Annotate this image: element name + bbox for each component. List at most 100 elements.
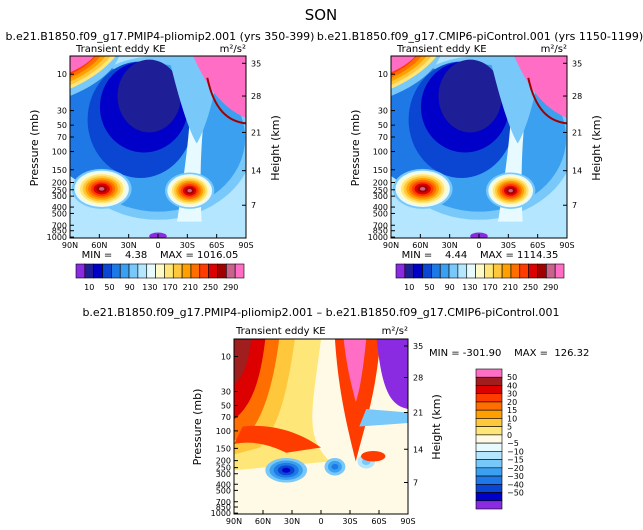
y-tick-label: 10 xyxy=(378,70,388,79)
y-right-tick-label: 14 xyxy=(572,167,582,176)
colorbar-label: 250 xyxy=(523,283,538,292)
colorbar-swatch xyxy=(164,263,174,279)
colorbar-swatch xyxy=(226,263,236,279)
colorbar-swatch xyxy=(93,263,103,279)
y-tick-label: 100 xyxy=(52,148,67,157)
y-right-tick-label: 7 xyxy=(572,201,577,210)
panel-picontrol: b.e21.B1850.f09_g17.CMIP6-piControl.001 … xyxy=(317,30,643,292)
colorbar-label: 170 xyxy=(482,283,497,292)
colorbar-label: −40 xyxy=(507,480,524,489)
y-axis-label: Pressure (mb) xyxy=(349,110,362,187)
y-right-tick-label: 14 xyxy=(413,445,423,454)
y-tick-label: 200 xyxy=(52,178,67,187)
panel-subtitle: Transient eddy KE xyxy=(75,44,166,55)
colorbar-swatch xyxy=(422,263,432,279)
x-tick-label: 30N xyxy=(121,241,137,250)
y-tick-label: 10 xyxy=(57,70,67,79)
contour-band xyxy=(419,187,426,191)
colorbar-label: 50 xyxy=(507,373,517,382)
panel-subtitle: Transient eddy KE xyxy=(396,44,487,55)
y-tick-label: 30 xyxy=(221,388,231,397)
colorbar-swatch xyxy=(475,401,503,411)
colorbar-label: 90 xyxy=(125,283,135,292)
contour-band xyxy=(187,189,192,193)
y-tick-label: 250 xyxy=(216,464,231,473)
min-max-stats: MIN = 4.38 MAX = 1016.05 xyxy=(82,250,239,261)
contour-band xyxy=(193,56,246,118)
colorbar-swatch xyxy=(475,483,503,493)
y-axis-right-label: Height (km) xyxy=(269,115,282,181)
x-tick-label: 60S xyxy=(371,517,386,526)
colorbar-swatch xyxy=(466,263,476,279)
y-tick-label: 1000 xyxy=(211,509,231,518)
y-tick-label: 70 xyxy=(378,133,388,142)
colorbar-swatch xyxy=(475,418,503,427)
colorbar-swatch xyxy=(181,263,192,279)
colorbar-label: 30 xyxy=(507,390,517,399)
y-axis-right-label: Height (km) xyxy=(430,394,443,460)
colorbar-swatch xyxy=(448,263,459,279)
colorbar-swatch xyxy=(102,263,112,279)
colorbar-label: 130 xyxy=(142,283,157,292)
y-right-tick-label: 35 xyxy=(413,342,423,351)
contour-band xyxy=(234,425,321,453)
colorbar-label: 50 xyxy=(424,283,434,292)
colorbar-swatch xyxy=(510,263,521,279)
colorbar-swatch xyxy=(475,393,503,403)
heatmap-field xyxy=(70,56,246,238)
units-label: m²/s² xyxy=(541,44,567,55)
contour-band xyxy=(117,59,181,133)
colorbar-label: −5 xyxy=(507,439,519,448)
y-tick-label: 500 xyxy=(52,209,67,218)
contour-band xyxy=(70,221,246,238)
axes: 1030507010015020025030040050070085010003… xyxy=(211,342,424,526)
contour-line xyxy=(527,77,567,125)
contour-band xyxy=(234,500,408,514)
y-axis-label: Pressure (mb) xyxy=(191,389,204,466)
colorbar-swatch xyxy=(119,263,130,279)
colorbar-label: 130 xyxy=(462,283,477,292)
y-tick-label: 850 xyxy=(216,503,231,512)
contour-band xyxy=(98,187,105,191)
y-right-tick-label: 7 xyxy=(251,201,256,210)
x-tick-label: 30S xyxy=(342,517,357,526)
colorbar-swatch xyxy=(439,263,450,279)
colorbar-swatch xyxy=(537,263,547,279)
y-tick-label: 850 xyxy=(373,227,388,236)
x-tick-label: 0 xyxy=(318,517,323,526)
contour-band xyxy=(359,409,408,427)
colorbar-swatch xyxy=(155,263,165,279)
y-tick-label: 400 xyxy=(373,203,388,212)
colorbar-label: 10 xyxy=(84,283,94,292)
y-tick-label: 200 xyxy=(216,457,231,466)
colorbar-label: 290 xyxy=(223,283,238,292)
colorbar-swatch xyxy=(128,263,139,279)
y-tick-label: 500 xyxy=(373,209,388,218)
x-tick-label: 30N xyxy=(442,241,458,250)
y-right-tick-label: 28 xyxy=(572,92,582,101)
y-tick-label: 10 xyxy=(221,353,231,362)
colorbar-label: −30 xyxy=(507,472,524,481)
y-tick-label: 300 xyxy=(52,192,67,201)
x-tick-label: 60S xyxy=(530,241,545,250)
colorbar-label: 10 xyxy=(507,414,517,423)
colorbar-label: 250 xyxy=(203,283,218,292)
y-axis-right-label: Height (km) xyxy=(590,115,603,181)
y-tick-label: 50 xyxy=(221,402,231,411)
contour-band xyxy=(331,463,339,470)
contour-band xyxy=(508,189,513,193)
colorbar-swatch xyxy=(395,263,406,279)
colorbar-swatch xyxy=(199,263,209,279)
colorbar-swatch xyxy=(475,368,503,378)
colorbar-swatch xyxy=(501,263,512,279)
colorbar-label: 170 xyxy=(162,283,177,292)
y-tick-label: 300 xyxy=(216,470,231,479)
y-tick-label: 150 xyxy=(216,444,231,453)
colorbar-swatch xyxy=(431,263,441,279)
colorbar-swatch xyxy=(475,376,503,386)
y-right-tick-label: 35 xyxy=(572,59,582,68)
y-right-tick-label: 21 xyxy=(572,128,582,137)
y-right-tick-label: 35 xyxy=(251,59,261,68)
